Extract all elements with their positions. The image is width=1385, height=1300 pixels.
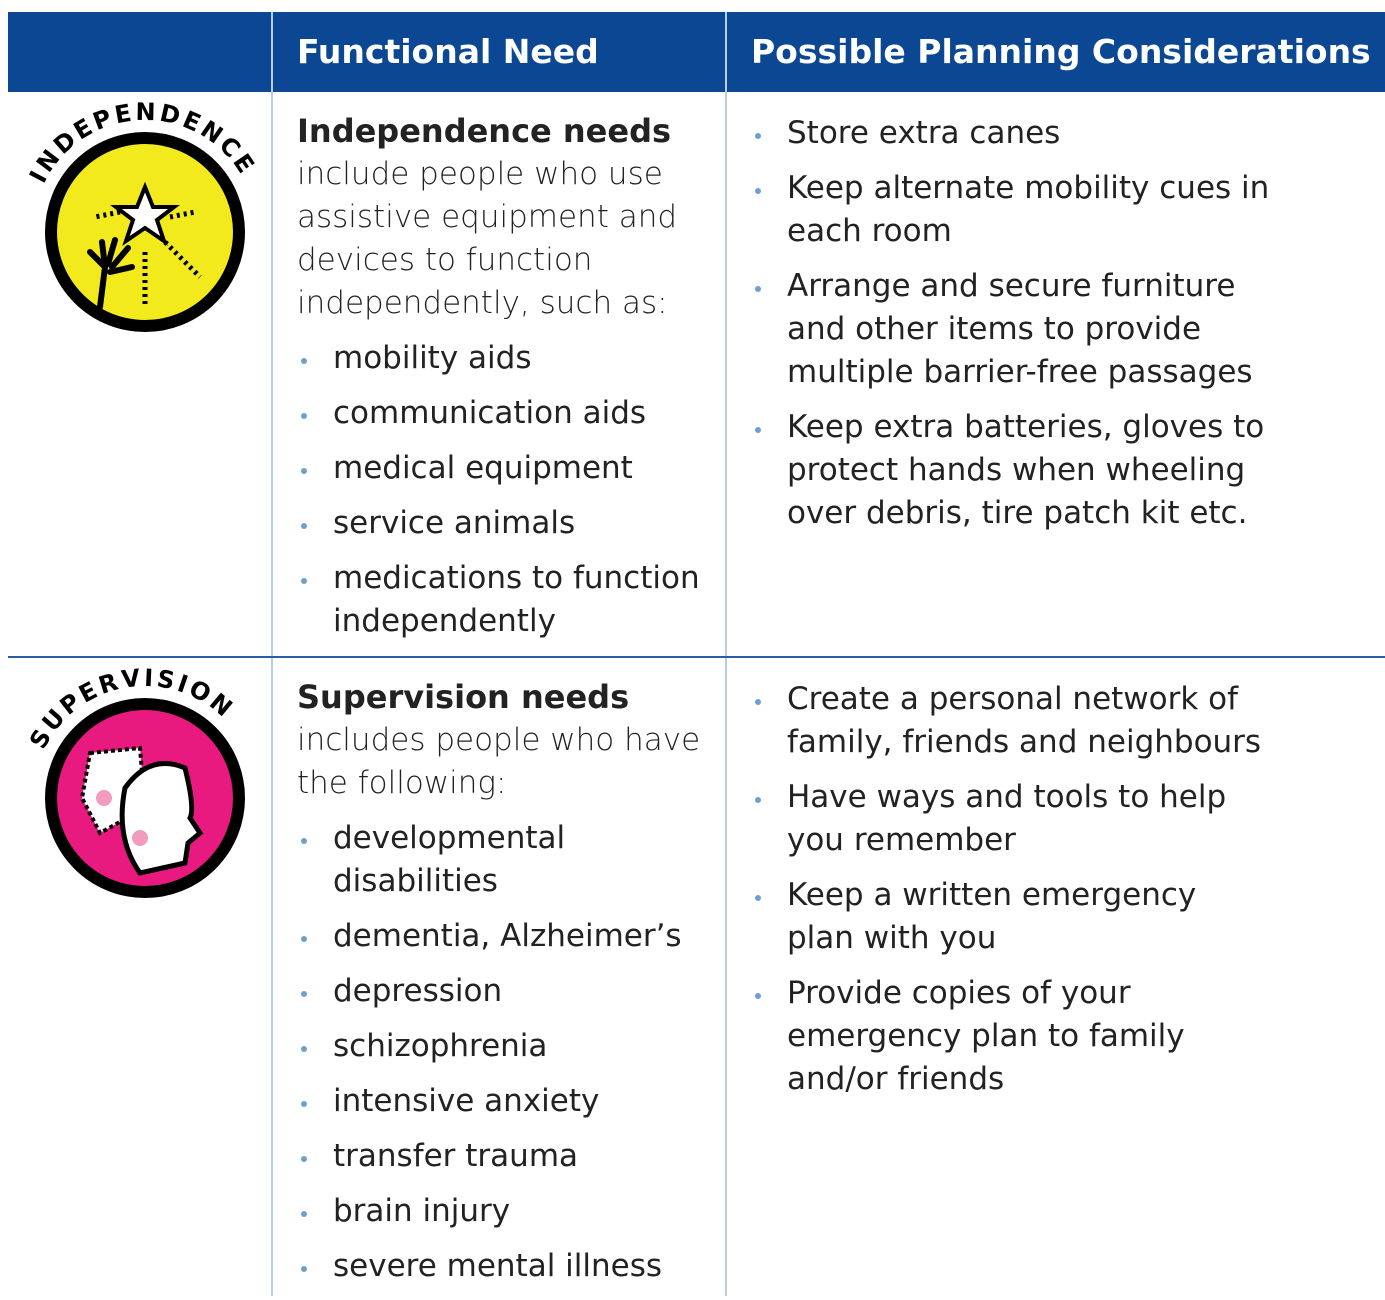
row-divider xyxy=(8,656,1385,658)
considerations-cell: Store extra canes Keep alternate mobility… xyxy=(751,112,1271,547)
need-item: transfer trauma xyxy=(297,1135,707,1178)
considerations-list: Store extra canes Keep alternate mobility… xyxy=(751,112,1271,535)
need-item: mobility aids xyxy=(297,337,707,380)
consideration-item: Create a personal network of family, fri… xyxy=(751,678,1271,764)
consideration-item: Keep a written emergency plan with you xyxy=(751,874,1271,960)
icon-star xyxy=(110,181,180,247)
need-description: include people who use assistive equipme… xyxy=(297,156,678,321)
header-cell: Possible Planning Considerations xyxy=(751,32,1371,71)
need-list: mobility aids communication aids medical e… xyxy=(297,337,707,643)
need-heading: Independence needs xyxy=(297,112,672,150)
need-list: developmental disabilities dementia, Alzh… xyxy=(297,817,707,1288)
need-item: schizophrenia xyxy=(297,1025,707,1068)
header-cell: Functional Need xyxy=(297,32,599,71)
need-item: brain injury xyxy=(297,1190,707,1233)
consideration-item: Arrange and secure furniture and other i… xyxy=(751,265,1271,394)
consideration-item: Have ways and tools to help you remember xyxy=(751,776,1271,862)
considerations-list: Create a personal network of family, fri… xyxy=(751,678,1271,1101)
need-item: depression xyxy=(297,970,707,1013)
icon-cheek xyxy=(132,830,148,846)
need-item: medical equipment xyxy=(297,447,707,490)
consideration-item: Store extra canes xyxy=(751,112,1271,155)
icon-cheek xyxy=(96,790,112,806)
need-item: service animals xyxy=(297,502,707,545)
icon: SUPERVISION xyxy=(24,664,245,898)
icon: INDEPENDENCE xyxy=(24,98,258,332)
need-item: dementia, Alzheimer’s xyxy=(297,915,707,958)
consideration-item: Keep alternate mobility cues in each roo… xyxy=(751,167,1271,253)
need-item: developmental disabilities xyxy=(297,817,707,903)
considerations-cell: Create a personal network of family, fri… xyxy=(751,678,1271,1113)
consideration-item: Keep extra batteries, gloves to protect … xyxy=(751,406,1271,535)
need-item: medications to function independently xyxy=(297,557,707,643)
icon-hand xyxy=(87,237,135,310)
need-cell: Supervision needs includes people who hav… xyxy=(297,676,707,1300)
icon-circle xyxy=(45,132,245,332)
need-item: communication aids xyxy=(297,392,707,435)
header-bar xyxy=(8,12,1385,92)
need-description: includes people who have the following: xyxy=(297,722,701,801)
icon-face xyxy=(119,761,204,876)
need-cell: Independence needs include people who use… xyxy=(297,110,707,655)
column-divider xyxy=(271,12,273,1296)
need-heading: Supervision needs xyxy=(297,678,630,716)
column-divider xyxy=(725,12,727,1296)
need-item: intensive anxiety xyxy=(297,1080,707,1123)
consideration-item: Provide copies of your emergency plan to… xyxy=(751,972,1271,1101)
need-item: severe mental illness xyxy=(297,1245,707,1288)
